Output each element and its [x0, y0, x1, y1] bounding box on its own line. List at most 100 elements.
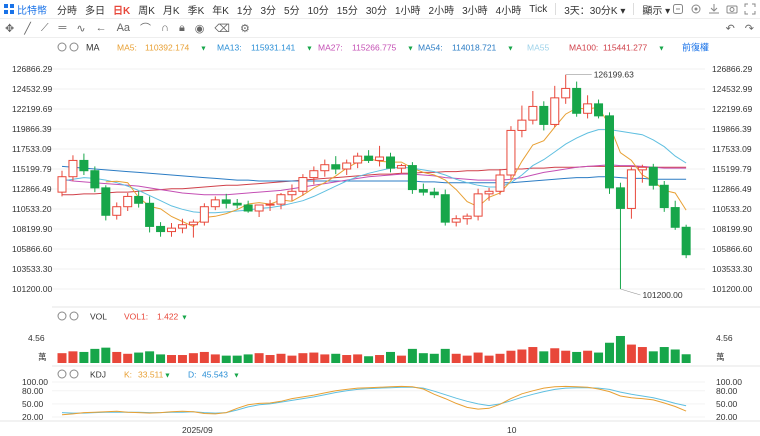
hline-icon[interactable]: ═ — [58, 22, 67, 34]
main-visibility-icon[interactable] — [69, 42, 79, 52]
vol-visibility-icon[interactable] — [69, 311, 79, 321]
candle-body — [407, 165, 417, 191]
timeframe-tab[interactable]: 季K — [187, 5, 205, 17]
kdj-settings-icon[interactable] — [57, 369, 67, 379]
timeframe-tab[interactable]: 月K — [162, 5, 180, 17]
kdj-k-label: K: — [124, 370, 132, 380]
timeframe-tab[interactable]: 周K — [138, 5, 155, 17]
lock-icon[interactable]: 🔒︎ — [178, 21, 185, 34]
main-settings-icon[interactable] — [57, 42, 67, 52]
timeframe-tab[interactable]: 1分 — [236, 5, 253, 17]
volume-bar — [210, 354, 220, 363]
volume-bar — [375, 355, 385, 363]
display-menu[interactable]: 顯示 ▾ — [642, 5, 671, 17]
settings-icon[interactable] — [690, 3, 702, 15]
candle-body — [210, 199, 220, 208]
line-icon[interactable]: ╱ — [24, 22, 31, 35]
crosshair-icon[interactable]: ✥ — [5, 22, 15, 35]
kdj-y-tick-left: 20.00 — [22, 412, 44, 422]
candle-body — [396, 165, 406, 169]
timeframe-tab[interactable]: 年K — [212, 5, 229, 17]
ray-icon[interactable]: ⟋ — [40, 21, 49, 34]
curve-icon[interactable]: ∿ — [76, 22, 86, 35]
arrow-icon[interactable]: ← — [95, 22, 107, 34]
candle-body — [243, 204, 253, 212]
candle-body — [101, 187, 111, 216]
timeframe-tab[interactable]: 15分 — [336, 5, 358, 17]
timeframe-tab[interactable]: 日K — [113, 5, 131, 17]
y-tick-left: 108199.90 — [12, 224, 52, 234]
volume-bar — [517, 349, 527, 363]
timeframe-tab[interactable]: 3分 — [260, 5, 277, 17]
chart-area[interactable]: MA MA5: 110392.174 ▼ MA13: 115931.141 ▼ MA27: 1… — [0, 37, 760, 436]
candle-body — [232, 202, 242, 206]
timeframe-tab[interactable]: 2小時 — [428, 5, 455, 17]
timeframe-tab[interactable]: 5分 — [284, 5, 300, 17]
ma-caret-icon[interactable]: ▼ — [306, 46, 313, 53]
timeframe-tab[interactable]: 10分 — [307, 5, 329, 17]
range-select[interactable]: 3天：30分K ▾ — [564, 5, 626, 17]
timeframe-tab[interactable]: 4小時 — [495, 5, 522, 17]
eye-icon[interactable]: ◉ — [194, 22, 205, 35]
vol-caret-icon[interactable]: ▼ — [181, 315, 188, 322]
candle-body — [265, 203, 275, 206]
ma-legend-label: MA27: — [318, 43, 343, 53]
y-tick-right: 110533.20 — [712, 204, 752, 214]
vol-y-top-right: 4.56 — [716, 333, 733, 343]
timeframe-tab[interactable]: Tick — [529, 3, 548, 15]
ma-legend-value: 115441.277 — [603, 43, 648, 53]
magnet-icon[interactable]: ∩ — [161, 22, 169, 34]
volume-bar — [287, 355, 297, 363]
ma-caret-icon[interactable]: ▼ — [407, 46, 414, 53]
arc-icon[interactable]: ⌒ — [140, 23, 152, 35]
ma-caret-icon[interactable]: ▼ — [658, 46, 665, 53]
candle-body — [615, 187, 625, 209]
kdj-d-caret-icon[interactable]: ▼ — [233, 373, 240, 380]
candle-body — [342, 162, 352, 170]
candle-body — [177, 224, 187, 229]
save-icon[interactable] — [708, 3, 720, 15]
vol-settings-icon[interactable] — [57, 311, 67, 321]
candle-body — [462, 215, 472, 220]
trash-icon[interactable]: ⌫ — [214, 22, 230, 35]
kdj-title: KDJ — [90, 370, 106, 380]
kdj-y-tick-right: 50.00 — [716, 399, 738, 409]
volume-bar — [232, 355, 242, 363]
timeframe-tab[interactable]: 1小時 — [394, 5, 421, 17]
volume-bar — [123, 353, 133, 363]
timeframe-tab[interactable]: 30分 — [365, 5, 387, 17]
symbol-selector[interactable]: 比特幣 — [4, 2, 47, 17]
volume-bar — [583, 350, 593, 363]
candle-body — [605, 115, 614, 189]
volume-bar — [101, 347, 111, 363]
candle-body — [528, 105, 538, 121]
undo-icon[interactable]: ↶ — [725, 22, 735, 35]
volume-bar — [561, 350, 571, 363]
ma-caret-icon[interactable]: ▼ — [507, 46, 514, 53]
kdj_k-line — [61, 385, 687, 416]
settings-icon[interactable]: ⚙ — [239, 22, 250, 35]
volume-bar — [342, 355, 352, 363]
vol-sub-value: 1.422 — [157, 312, 179, 322]
ma-legend-value: 110392.174 — [145, 43, 190, 53]
candle-body — [188, 221, 198, 226]
ma-caret-icon[interactable]: ▼ — [200, 46, 207, 53]
redo-icon[interactable]: ↷ — [744, 22, 754, 35]
compare-icon[interactable] — [672, 3, 684, 15]
text-tool-icon[interactable]: Aa — [116, 22, 131, 34]
adjust-toggle[interactable]: 前復權 — [682, 42, 709, 53]
camera-icon[interactable] — [726, 3, 738, 15]
timeframe-tab[interactable]: 多日 — [85, 5, 105, 17]
fullscreen-icon[interactable] — [744, 3, 756, 15]
kdj-lines — [61, 385, 687, 416]
timeframe-tab[interactable]: 3小時 — [462, 5, 488, 17]
timeframe-tabs: 分時 多日 日K 周K 月K 季K 年K 1分 3分 5分 10分 15分 30分 1小時 2小時 3小時 4小… — [53, 2, 551, 17]
candle-body — [561, 87, 571, 99]
kdj-visibility-icon[interactable] — [69, 369, 79, 379]
candle-body — [353, 155, 363, 164]
timeframe-tab[interactable]: 分時 — [57, 5, 77, 17]
candle-body — [670, 207, 680, 228]
volume-bar — [528, 347, 538, 363]
volume-bar — [670, 349, 680, 363]
kdj-k-caret-icon[interactable]: ▼ — [164, 373, 171, 380]
